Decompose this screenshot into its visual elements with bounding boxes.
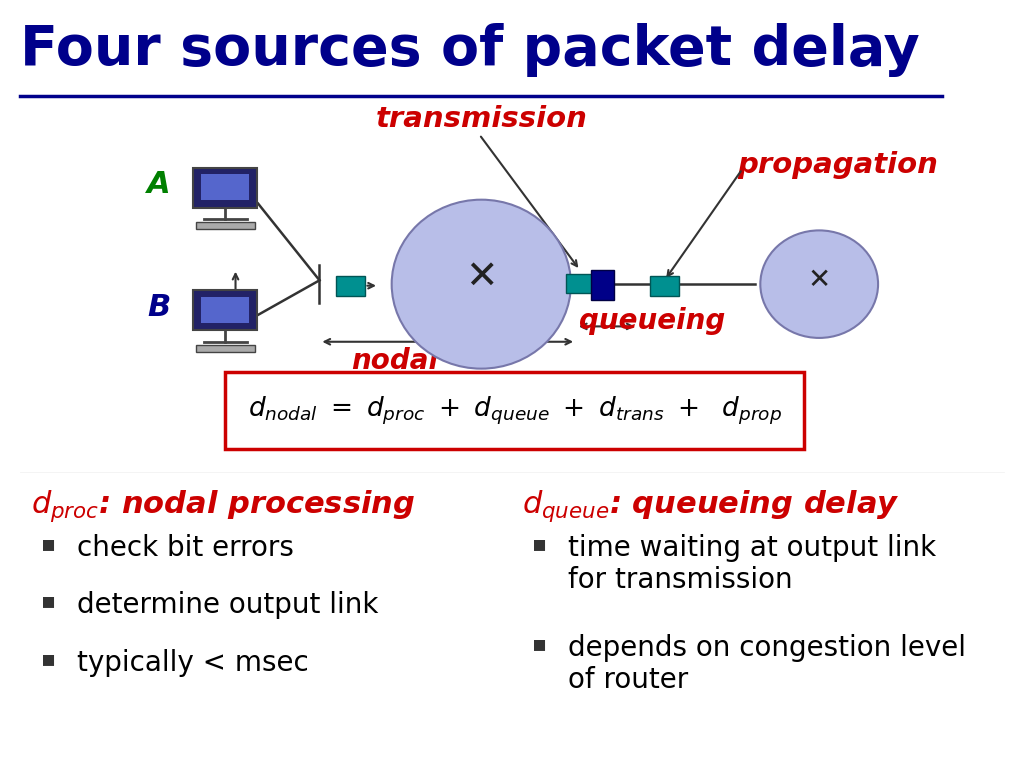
Text: queueing: queueing xyxy=(579,307,725,335)
Ellipse shape xyxy=(391,200,571,369)
Ellipse shape xyxy=(760,230,879,338)
Bar xyxy=(202,174,249,200)
Bar xyxy=(202,297,249,323)
Text: $\mathit{d}_{\mathit{queue}}$: queueing delay: $\mathit{d}_{\mathit{queue}}$: queueing … xyxy=(522,488,900,524)
Bar xyxy=(336,276,365,296)
Text: ▪: ▪ xyxy=(41,534,56,554)
Text: propagation: propagation xyxy=(737,151,938,179)
Text: transmission: transmission xyxy=(376,105,587,133)
Text: $\mathit{d}_{\mathit{proc}}$: nodal processing: $\mathit{d}_{\mathit{proc}}$: nodal proc… xyxy=(31,488,415,524)
Text: A: A xyxy=(146,170,171,199)
Bar xyxy=(194,167,257,207)
Bar xyxy=(225,372,804,449)
Text: determine output link: determine output link xyxy=(77,591,378,619)
Text: ▪: ▪ xyxy=(532,534,548,554)
Text: ✕: ✕ xyxy=(465,257,498,296)
Text: check bit errors: check bit errors xyxy=(77,534,294,561)
Text: B: B xyxy=(147,293,170,322)
Bar xyxy=(196,222,255,230)
Text: time waiting at output link
for transmission: time waiting at output link for transmis… xyxy=(568,534,936,594)
Text: ▪: ▪ xyxy=(532,634,548,654)
Bar xyxy=(196,345,255,353)
Text: Four sources of packet delay: Four sources of packet delay xyxy=(20,23,921,77)
Text: nodal
processing: nodal processing xyxy=(309,347,479,408)
Text: ✕: ✕ xyxy=(808,266,830,294)
Text: typically < msec: typically < msec xyxy=(77,649,308,677)
Text: depends on congestion level
of router: depends on congestion level of router xyxy=(568,634,967,694)
Bar xyxy=(565,274,594,293)
Text: $d_{\mathit{nodal}}\ =\ d_{\mathit{proc}}\ +\ d_{\mathit{queue}}\ +\ d_{\mathit{: $d_{\mathit{nodal}}\ =\ d_{\mathit{proc}… xyxy=(248,395,781,427)
Text: ▪: ▪ xyxy=(41,591,56,611)
Bar xyxy=(650,276,679,296)
Text: ▪: ▪ xyxy=(41,649,56,669)
Bar xyxy=(194,290,257,330)
Bar xyxy=(592,270,614,300)
